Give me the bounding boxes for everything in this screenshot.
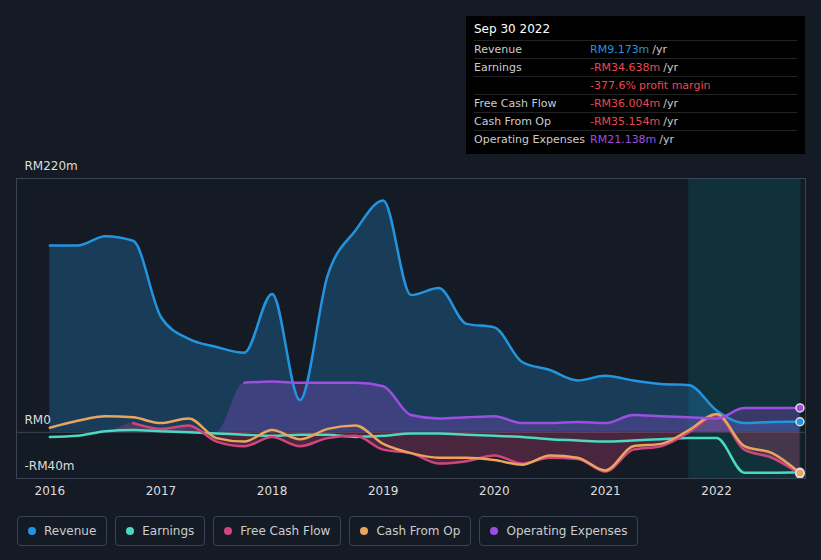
- html-text:-RM35.154m /yr: -RM35.154m /yr: [590, 115, 679, 128]
- html-text:-RM34.638m /yr: -RM34.638m /yr: [590, 61, 679, 74]
- html-text:Cash From Op: Cash From Op: [376, 524, 461, 538]
- html-text:-RM36.004m /yr: -RM36.004m /yr: [590, 97, 679, 110]
- svg-text:2020: 2020: [479, 484, 510, 498]
- svg-text:2022: 2022: [701, 484, 732, 498]
- svg-text:2021: 2021: [590, 484, 621, 498]
- html-text:Revenue: Revenue: [44, 524, 97, 538]
- html-text:RM21.138m /yr: RM21.138m /yr: [590, 133, 675, 146]
- html-text:Earnings: Earnings: [474, 61, 522, 74]
- svg-text:2017: 2017: [146, 484, 177, 498]
- html-text:Free Cash Flow: Free Cash Flow: [474, 97, 557, 110]
- html-text:Operating Expenses: Operating Expenses: [474, 133, 585, 146]
- svg-text:-RM40m: -RM40m: [25, 459, 75, 473]
- html-text:Earnings: Earnings: [142, 524, 195, 538]
- html-text:Free Cash Flow: Free Cash Flow: [240, 524, 331, 538]
- html-text:-377.6% profit margin: -377.6% profit margin: [590, 79, 711, 92]
- svg-text:2016: 2016: [35, 484, 66, 498]
- html-text:Cash From Op: Cash From Op: [474, 115, 551, 128]
- svg-text:RM0: RM0: [25, 413, 51, 427]
- html-text:RM9.173m /yr: RM9.173m /yr: [590, 43, 668, 56]
- svg-text:2019: 2019: [368, 484, 399, 498]
- html-text:Revenue: Revenue: [474, 43, 522, 56]
- svg-text:RM220m: RM220m: [25, 159, 78, 173]
- html-text:Sep 30 2022: Sep 30 2022: [474, 22, 551, 36]
- html-text:Operating Expenses: Operating Expenses: [506, 524, 628, 538]
- svg-text:2018: 2018: [257, 484, 288, 498]
